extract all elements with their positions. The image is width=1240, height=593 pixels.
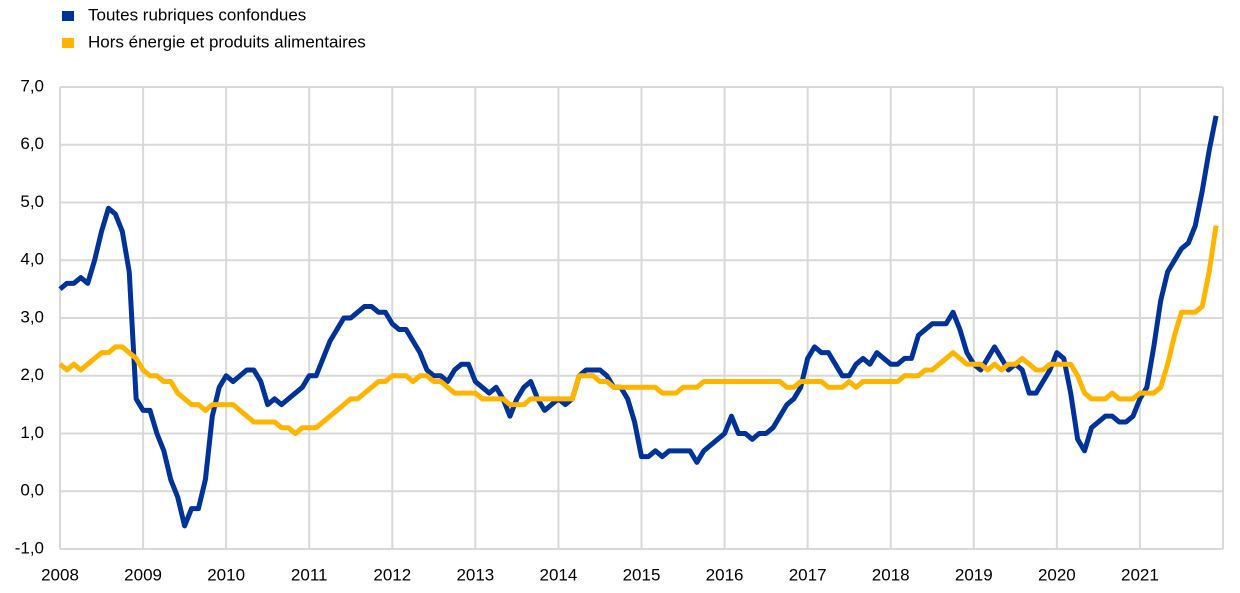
y-tick-label: 1,0 xyxy=(20,423,44,442)
x-tick-label: 2014 xyxy=(540,565,578,584)
y-tick-label: 0,0 xyxy=(20,481,44,500)
y-tick-label: 7,0 xyxy=(20,76,44,95)
legend-label: Toutes rubriques confondues xyxy=(88,5,306,24)
series-line xyxy=(58,115,1219,529)
x-tick-label: 2011 xyxy=(291,565,328,584)
legend-label: Hors énergie et produits alimentaires xyxy=(88,32,366,51)
series-line xyxy=(58,225,1219,436)
x-tick-label: 2012 xyxy=(373,565,411,584)
x-tick-label: 2010 xyxy=(207,565,245,584)
x-tick-label: 2009 xyxy=(124,565,162,584)
x-tick-label: 2015 xyxy=(623,565,661,584)
x-tick-label: 2008 xyxy=(41,565,79,584)
x-tick-label: 2017 xyxy=(789,565,827,584)
x-tick-label: 2021 xyxy=(1121,565,1159,584)
legend-swatch xyxy=(62,11,74,21)
legend-swatch xyxy=(62,38,74,48)
y-tick-label: 2,0 xyxy=(20,365,44,384)
y-tick-label: 5,0 xyxy=(20,192,44,211)
x-tick-label: 2016 xyxy=(706,565,744,584)
x-tick-label: 2020 xyxy=(1038,565,1076,584)
x-tick-label: 2018 xyxy=(872,565,910,584)
y-tick-label: 6,0 xyxy=(20,134,44,153)
y-tick-label: 4,0 xyxy=(20,250,44,269)
y-tick-label: -1,0 xyxy=(15,538,44,557)
y-tick-label: 3,0 xyxy=(20,307,44,326)
x-tick-label: 2013 xyxy=(456,565,494,584)
x-tick-label: 2019 xyxy=(955,565,993,584)
